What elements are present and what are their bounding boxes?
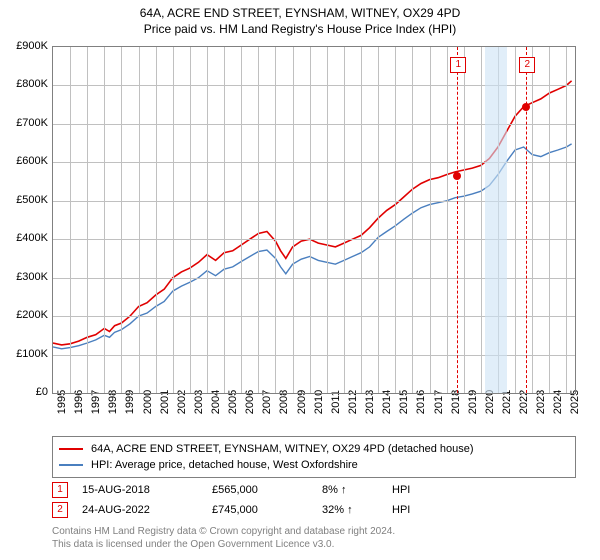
sale-vs: HPI (392, 484, 410, 496)
gridline-v (566, 47, 567, 393)
gridline-v (275, 47, 276, 393)
y-tick-label: £300K (4, 271, 48, 283)
gridline-v (344, 47, 345, 393)
gridline-v (378, 47, 379, 393)
y-tick-label: £100K (4, 348, 48, 360)
gridline-v (104, 47, 105, 393)
legend-swatch (59, 464, 83, 466)
footer-line2: This data is licensed under the Open Gov… (52, 539, 576, 552)
gridline-v (293, 47, 294, 393)
event-box: 2 (519, 57, 535, 73)
gridline-v (224, 47, 225, 393)
gridline-v (156, 47, 157, 393)
sale-index-box: 1 (52, 482, 68, 498)
chart-container: 64A, ACRE END STREET, EYNSHAM, WITNEY, O… (0, 0, 600, 560)
y-tick-label: £200K (4, 309, 48, 321)
y-tick-label: £700K (4, 117, 48, 129)
sale-pct: 32% ↑ (322, 504, 392, 516)
y-tick-label: £0 (4, 386, 48, 398)
sale-marker (453, 172, 461, 180)
sale-row: 1 15-AUG-2018£565,0008% ↑HPI (52, 480, 576, 500)
event-band (485, 47, 506, 393)
y-tick-label: £400K (4, 232, 48, 244)
gridline-v (87, 47, 88, 393)
gridline-v (412, 47, 413, 393)
event-line (457, 47, 458, 393)
y-tick-label: £600K (4, 155, 48, 167)
gridline-v (139, 47, 140, 393)
event-box: 1 (450, 57, 466, 73)
gridline-v (395, 47, 396, 393)
legend-row: HPI: Average price, detached house, West… (59, 457, 569, 473)
sales-block: 1 15-AUG-2018£565,0008% ↑HPI 2 24-AUG-2022£… (52, 480, 576, 520)
gridline-v (173, 47, 174, 393)
gridline-v (532, 47, 533, 393)
sale-price: £745,000 (212, 504, 322, 516)
sale-marker (522, 103, 530, 111)
title-sub: Price paid vs. HM Land Registry's House … (0, 22, 600, 36)
gridline-v (258, 47, 259, 393)
sale-pct: 8% ↑ (322, 484, 392, 496)
y-tick-label: £800K (4, 78, 48, 90)
gridline-v (481, 47, 482, 393)
gridline-v (190, 47, 191, 393)
gridline-v (70, 47, 71, 393)
sale-date: 24-AUG-2022 (82, 504, 212, 516)
title-block: 64A, ACRE END STREET, EYNSHAM, WITNEY, O… (0, 0, 600, 36)
legend: 64A, ACRE END STREET, EYNSHAM, WITNEY, O… (52, 436, 576, 478)
y-tick-label: £900K (4, 40, 48, 52)
gridline-v (241, 47, 242, 393)
gridline-v (121, 47, 122, 393)
sale-date: 15-AUG-2018 (82, 484, 212, 496)
gridline-v (549, 47, 550, 393)
gridline-v (207, 47, 208, 393)
sale-row: 2 24-AUG-2022£745,00032% ↑HPI (52, 500, 576, 520)
gridline-v (447, 47, 448, 393)
gridline-v (515, 47, 516, 393)
sale-index-box: 2 (52, 502, 68, 518)
footer: Contains HM Land Registry data © Crown c… (52, 526, 576, 551)
legend-row: 64A, ACRE END STREET, EYNSHAM, WITNEY, O… (59, 441, 569, 457)
title-main: 64A, ACRE END STREET, EYNSHAM, WITNEY, O… (0, 6, 600, 20)
gridline-v (327, 47, 328, 393)
gridline-v (430, 47, 431, 393)
chart-area: 12 (52, 46, 576, 394)
event-line (526, 47, 527, 393)
legend-label: 64A, ACRE END STREET, EYNSHAM, WITNEY, O… (91, 443, 474, 455)
footer-line1: Contains HM Land Registry data © Crown c… (52, 526, 576, 539)
gridline-v (361, 47, 362, 393)
sale-vs: HPI (392, 504, 410, 516)
gridline-v (464, 47, 465, 393)
sale-price: £565,000 (212, 484, 322, 496)
legend-swatch (59, 448, 83, 450)
gridline-v (310, 47, 311, 393)
legend-label: HPI: Average price, detached house, West… (91, 459, 358, 471)
y-tick-label: £500K (4, 194, 48, 206)
